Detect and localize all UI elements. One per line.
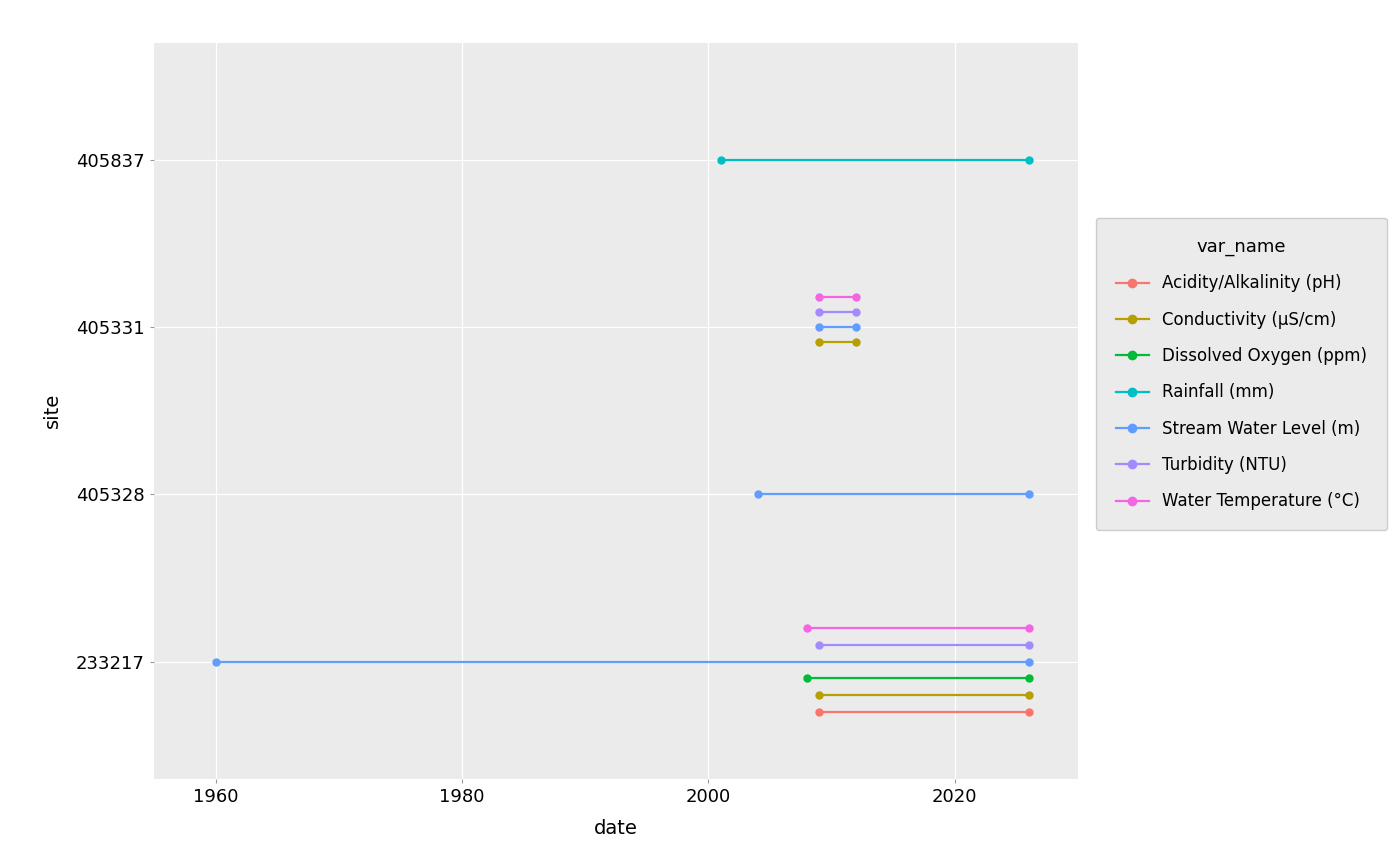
Y-axis label: site: site [43,394,62,428]
X-axis label: date: date [594,819,638,838]
Legend: Acidity/Alkalinity (pH), Conductivity (μS/cm), Dissolved Oxygen (ppm), Rainfall : Acidity/Alkalinity (pH), Conductivity (μ… [1096,218,1387,530]
